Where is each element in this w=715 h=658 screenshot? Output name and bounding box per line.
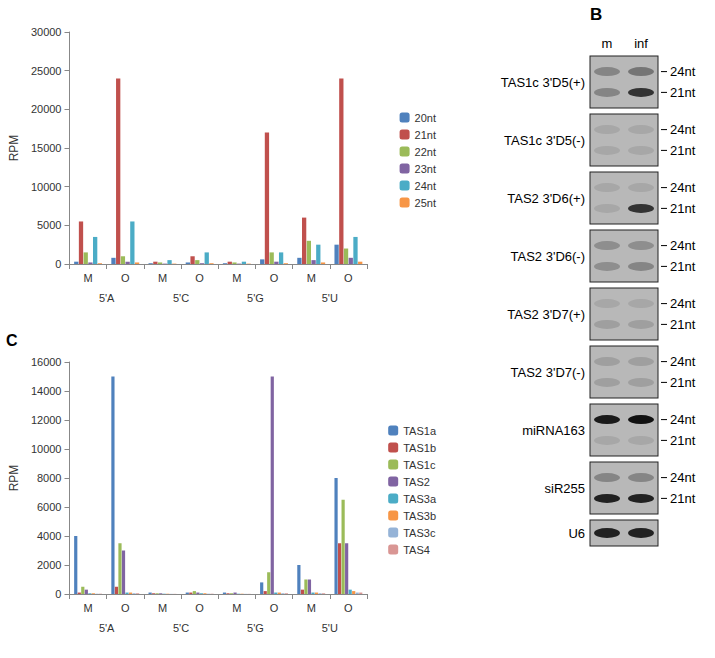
svg-text:21nt: 21nt (670, 491, 696, 506)
svg-text:21nt: 21nt (415, 129, 436, 141)
svg-text:M: M (83, 272, 92, 284)
svg-text:TAS4: TAS4 (403, 544, 430, 556)
svg-text:M: M (158, 602, 167, 614)
svg-text:M: M (83, 602, 92, 614)
svg-text:21nt: 21nt (670, 433, 696, 448)
svg-text:siR255: siR255 (545, 481, 585, 496)
svg-text:24nt: 24nt (670, 354, 696, 369)
svg-text:5'A: 5'A (99, 622, 115, 634)
svg-text:U6: U6 (568, 526, 585, 541)
svg-text:O: O (195, 602, 204, 614)
svg-text:TAS1b: TAS1b (403, 442, 436, 454)
svg-text:M: M (158, 272, 167, 284)
svg-text:8000: 8000 (37, 472, 61, 484)
svg-text:5'C: 5'C (173, 622, 189, 634)
svg-text:21nt: 21nt (670, 375, 696, 390)
svg-text:4000: 4000 (37, 530, 61, 542)
svg-text:24nt: 24nt (670, 296, 696, 311)
svg-text:B: B (590, 5, 602, 24)
svg-text:5'U: 5'U (322, 292, 338, 304)
svg-text:24nt: 24nt (670, 64, 696, 79)
svg-text:TAS1a: TAS1a (403, 425, 437, 437)
svg-text:TAS3c: TAS3c (403, 527, 436, 539)
svg-text:24nt: 24nt (670, 470, 696, 485)
svg-text:inf: inf (634, 36, 648, 51)
svg-text:21nt: 21nt (670, 259, 696, 274)
svg-text:M: M (307, 602, 316, 614)
svg-text:M: M (232, 272, 241, 284)
svg-text:TAS2: TAS2 (403, 476, 430, 488)
svg-text:15000: 15000 (31, 142, 62, 154)
svg-text:TAS2 3'D7(-): TAS2 3'D7(-) (511, 365, 585, 380)
svg-text:TAS2 3'D7(+): TAS2 3'D7(+) (507, 307, 585, 322)
svg-text:C: C (6, 332, 18, 349)
svg-text:24nt: 24nt (670, 122, 696, 137)
svg-text:24nt: 24nt (415, 180, 436, 192)
svg-text:30000: 30000 (31, 26, 62, 38)
svg-text:M: M (307, 272, 316, 284)
svg-text:0: 0 (55, 588, 61, 600)
svg-text:O: O (270, 272, 279, 284)
svg-text:10000: 10000 (31, 181, 62, 193)
svg-text:TAS3b: TAS3b (403, 510, 436, 522)
svg-text:5'U: 5'U (322, 622, 338, 634)
svg-text:12000: 12000 (31, 414, 62, 426)
svg-text:RPM: RPM (7, 465, 21, 492)
svg-text:O: O (195, 272, 204, 284)
svg-text:TAS3a: TAS3a (403, 493, 437, 505)
svg-text:O: O (344, 272, 353, 284)
svg-text:m: m (602, 36, 613, 51)
svg-text:24nt: 24nt (670, 180, 696, 195)
svg-text:21nt: 21nt (670, 317, 696, 332)
svg-text:2000: 2000 (37, 559, 61, 571)
svg-text:5000: 5000 (37, 219, 61, 231)
svg-text:25000: 25000 (31, 65, 62, 77)
svg-text:5'G: 5'G (247, 292, 264, 304)
svg-text:TAS2 3'D6(+): TAS2 3'D6(+) (507, 191, 585, 206)
svg-text:14000: 14000 (31, 385, 62, 397)
svg-text:21nt: 21nt (670, 85, 696, 100)
svg-text:6000: 6000 (37, 501, 61, 513)
svg-text:0: 0 (55, 258, 61, 270)
svg-text:RPM: RPM (7, 135, 21, 162)
svg-text:20000: 20000 (31, 103, 62, 115)
svg-text:5'A: 5'A (99, 292, 115, 304)
svg-text:M: M (232, 602, 241, 614)
svg-text:21nt: 21nt (670, 201, 696, 216)
svg-text:TAS1c: TAS1c (403, 459, 436, 471)
svg-text:5'G: 5'G (247, 622, 264, 634)
svg-text:5'C: 5'C (173, 292, 189, 304)
svg-text:O: O (121, 602, 130, 614)
svg-text:miRNA163: miRNA163 (522, 423, 585, 438)
svg-text:TAS1c 3'D5(-): TAS1c 3'D5(-) (504, 133, 585, 148)
svg-text:TAS2 3'D6(-): TAS2 3'D6(-) (511, 249, 585, 264)
svg-text:16000: 16000 (31, 356, 62, 368)
svg-text:25nt: 25nt (415, 197, 436, 209)
svg-text:20nt: 20nt (415, 112, 436, 124)
svg-text:TAS1c 3'D5(+): TAS1c 3'D5(+) (501, 75, 585, 90)
svg-text:O: O (121, 272, 130, 284)
svg-text:24nt: 24nt (670, 412, 696, 427)
svg-text:21nt: 21nt (670, 143, 696, 158)
svg-text:22nt: 22nt (415, 146, 436, 158)
svg-text:24nt: 24nt (670, 238, 696, 253)
svg-text:O: O (344, 602, 353, 614)
svg-text:23nt: 23nt (415, 163, 436, 175)
svg-text:10000: 10000 (31, 443, 62, 455)
svg-text:O: O (270, 602, 279, 614)
